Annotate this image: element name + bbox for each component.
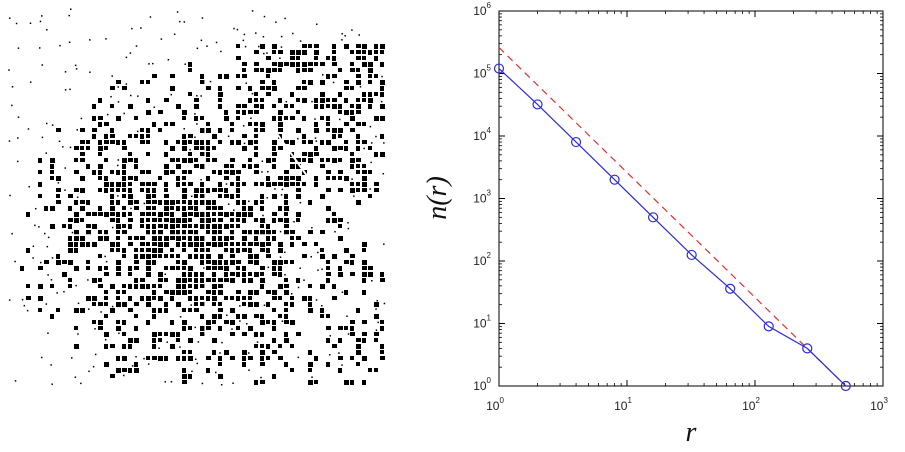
measured-point bbox=[493, 63, 505, 74]
measured-point bbox=[532, 99, 543, 110]
y-tick-label: 102 bbox=[473, 251, 491, 268]
x-tick-label: 102 bbox=[742, 396, 760, 413]
x-tick-label: 103 bbox=[870, 396, 888, 413]
measured-point bbox=[725, 283, 736, 294]
measured-point bbox=[570, 136, 582, 148]
y-tick-label: 104 bbox=[473, 126, 491, 143]
power-law-fit-line bbox=[498, 47, 847, 387]
measured-point bbox=[648, 212, 659, 223]
y-tick-label: 103 bbox=[473, 189, 491, 206]
y-tick-label: 101 bbox=[473, 314, 491, 331]
log-log-chart: 100 101 102 103 100 101 102 103 104 105 106 n(r) r bbox=[400, 0, 905, 448]
measured-point bbox=[802, 343, 813, 354]
x-axis-title: r bbox=[686, 417, 697, 447]
roads bbox=[60, 40, 360, 380]
y-tick-label: 106 bbox=[473, 1, 491, 18]
x-tick-label: 100 bbox=[486, 396, 504, 413]
y-axis-title: n(r) bbox=[422, 176, 453, 220]
urban-map-image bbox=[0, 0, 390, 400]
y-tick-label: 105 bbox=[473, 64, 491, 81]
measured-series-line bbox=[498, 68, 847, 387]
measured-point bbox=[840, 380, 851, 392]
measured-point bbox=[609, 174, 620, 185]
y-tick-label: 100 bbox=[473, 376, 491, 393]
plot-frame bbox=[498, 10, 884, 387]
urban-map-svg bbox=[0, 0, 390, 400]
measured-point bbox=[686, 249, 697, 261]
x-tick-label: 101 bbox=[614, 396, 632, 413]
chart-svg: 100 101 102 103 100 101 102 103 104 105 106 n(r) r bbox=[422, 1, 888, 448]
built-up-area bbox=[8, 8, 386, 386]
measured-point bbox=[763, 321, 774, 332]
